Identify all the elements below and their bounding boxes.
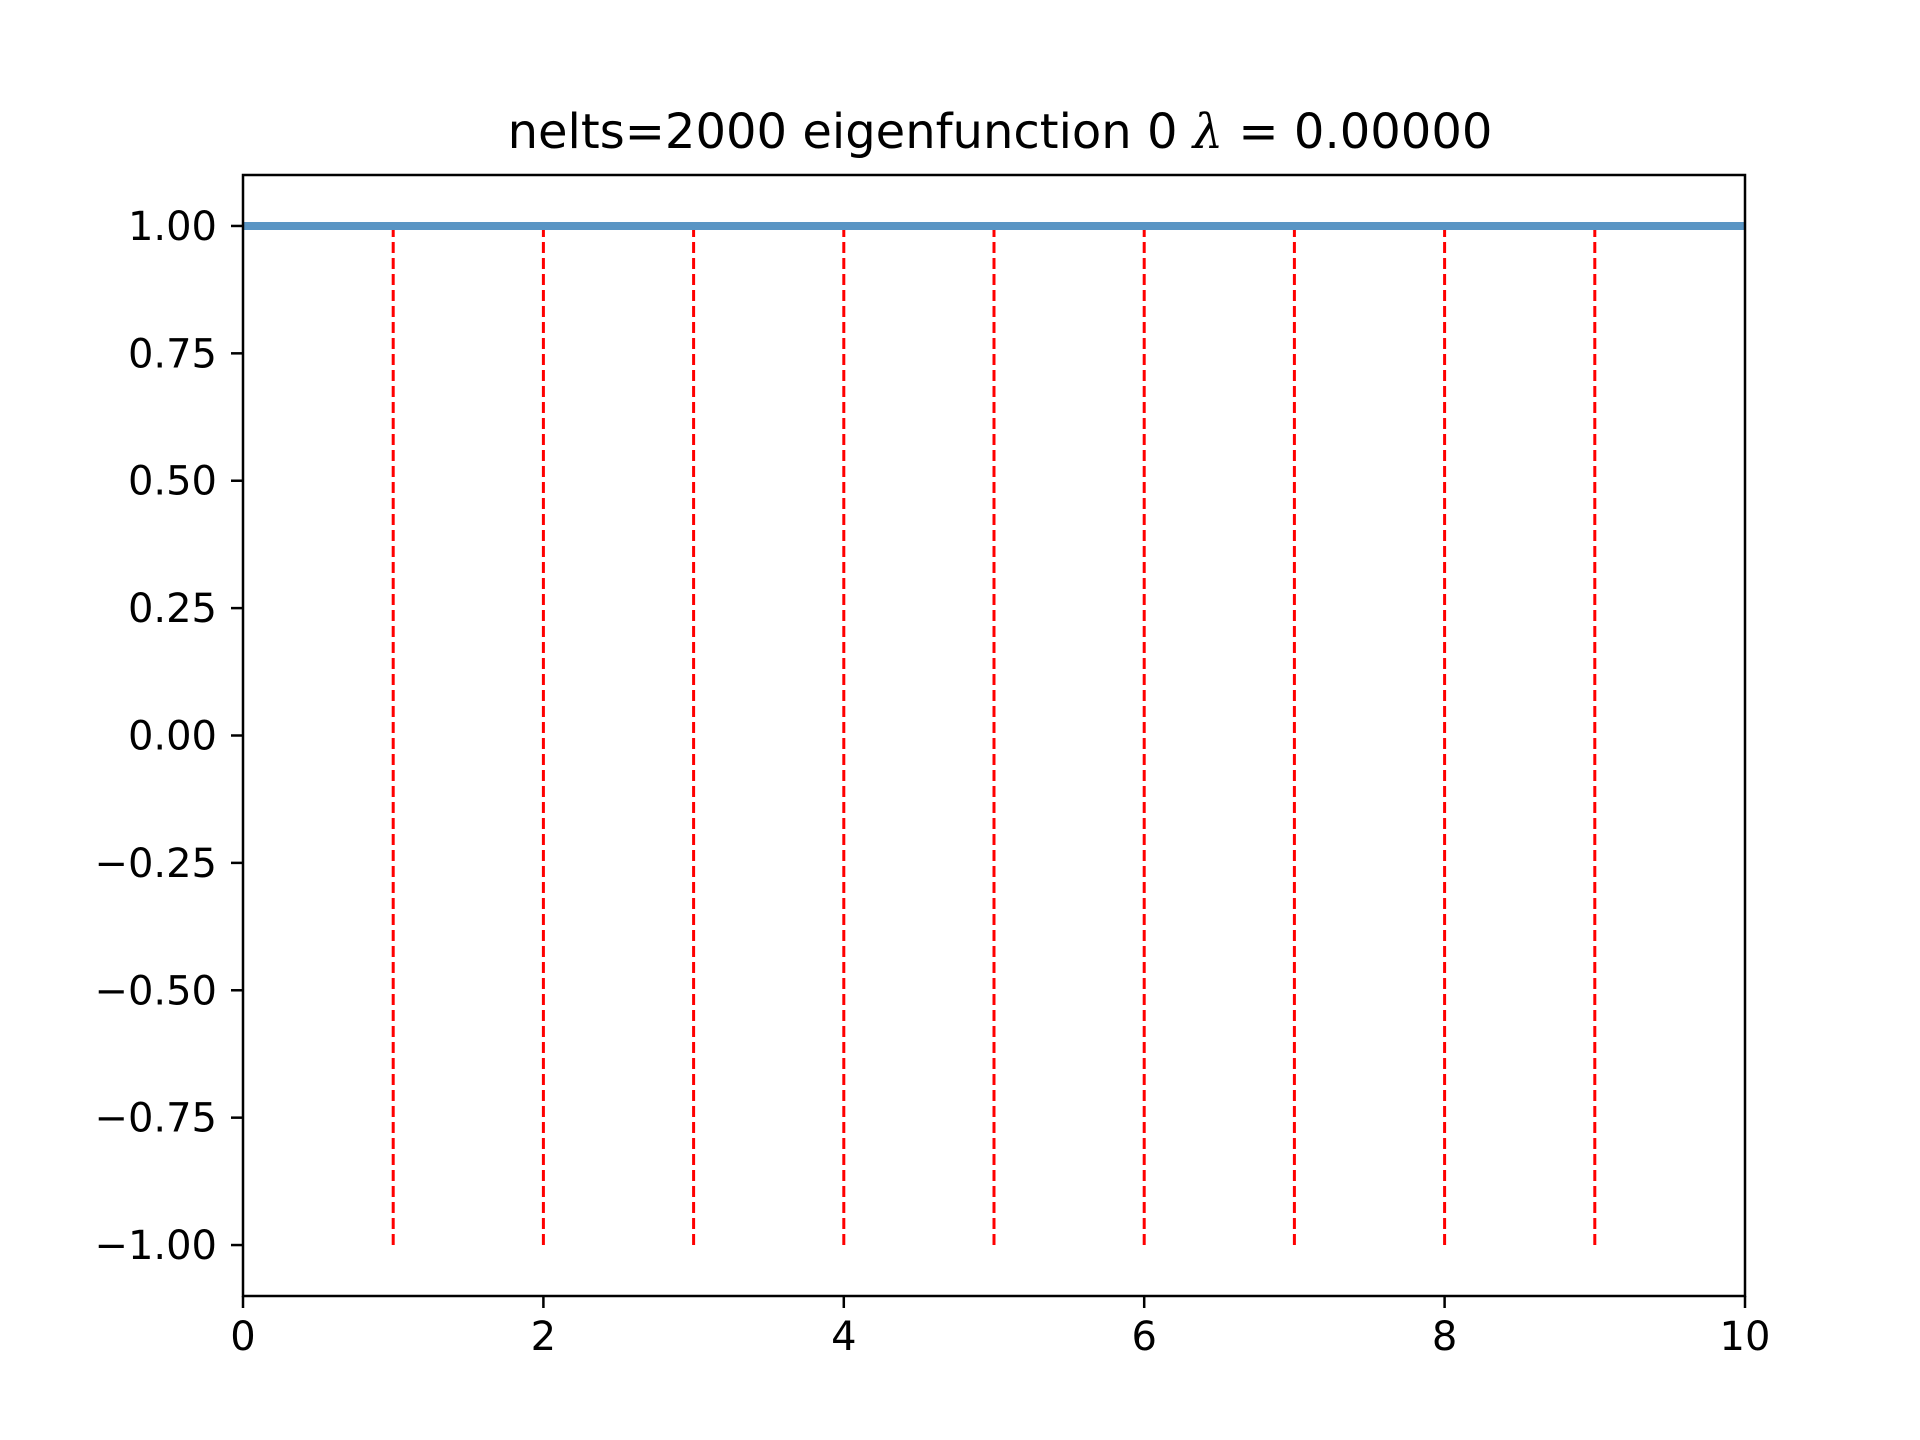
x-tick-label-0: 0 [230,1314,255,1360]
plot-area: 0 2 4 6 8 10 1.00 0.75 0.50 0.25 0.00 −0.25 −0.50 −0.… [94,173,1771,1360]
chart-title-suffix: = 0.00000 [1223,104,1492,160]
y-tick-label-5: −0.25 [94,841,217,887]
y-tick-label-3: 0.25 [128,586,217,632]
y-tick-label-2: 0.50 [128,459,217,505]
x-tick-label-2: 4 [831,1314,856,1360]
chart-title: nelts=2000 eigenfunction 0 λ = 0.00000 [508,104,1493,160]
x-tick-label-4: 8 [1432,1314,1457,1360]
y-tick-label-1: 0.75 [128,331,217,377]
x-tick-label-5: 10 [1720,1314,1771,1360]
y-tick-label-6: −0.50 [94,968,217,1014]
x-tick-label-3: 6 [1131,1314,1156,1360]
chart-title-prefix: nelts=2000 eigenfunction 0 [508,104,1193,160]
chart-title-symbol: λ [1191,104,1223,160]
y-tick-label-8: −1.00 [94,1223,217,1269]
y-tick-label-7: −0.75 [94,1096,217,1142]
x-tick-label-1: 2 [531,1314,556,1360]
y-tick-label-0: 1.00 [128,204,217,250]
y-tick-label-4: 0.00 [128,714,217,760]
